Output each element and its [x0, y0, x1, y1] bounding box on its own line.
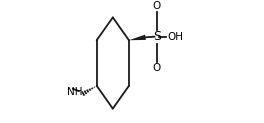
Text: OH: OH: [167, 32, 183, 42]
Text: O: O: [153, 63, 161, 73]
Text: S: S: [153, 30, 161, 43]
Text: NH: NH: [67, 87, 83, 97]
Polygon shape: [129, 35, 146, 40]
Text: O: O: [153, 0, 161, 11]
